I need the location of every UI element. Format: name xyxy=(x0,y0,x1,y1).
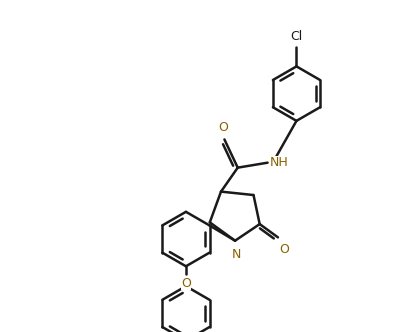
Text: O: O xyxy=(218,122,228,134)
Text: O: O xyxy=(181,277,191,290)
Text: NH: NH xyxy=(269,156,288,169)
Text: N: N xyxy=(231,248,241,261)
Text: Cl: Cl xyxy=(290,30,303,43)
Text: O: O xyxy=(279,243,289,256)
